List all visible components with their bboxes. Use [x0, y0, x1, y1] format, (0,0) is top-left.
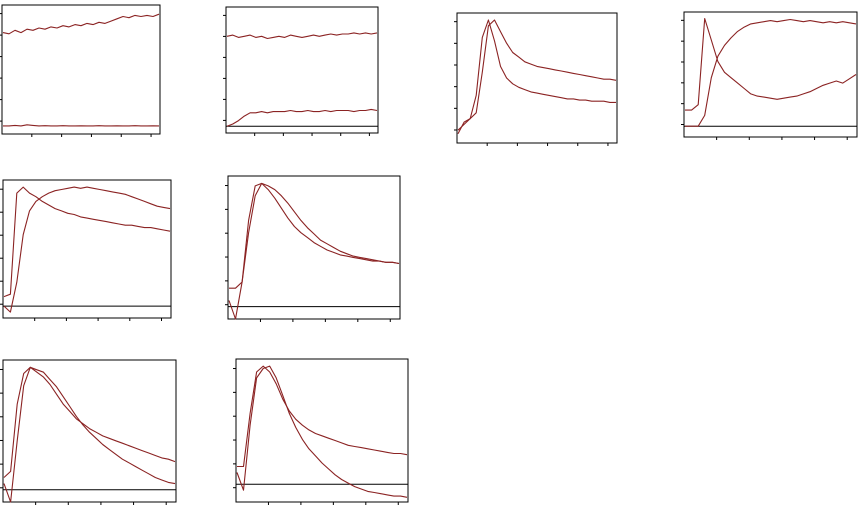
series-line-2 [3, 124, 160, 127]
chart-panel-6 [225, 175, 401, 322]
series-line-1 [226, 32, 378, 40]
series-line-1 [229, 182, 400, 289]
series-line-2 [3, 186, 171, 313]
chart-panel-2 [223, 6, 379, 136]
series-line-2 [236, 365, 408, 498]
series-line-2 [3, 366, 176, 503]
chart-panel-5 [0, 179, 172, 321]
chart-panel-3 [454, 12, 618, 146]
plot-frame [225, 6, 379, 134]
plot-frame [683, 11, 858, 138]
series-line-1 [685, 17, 857, 111]
plot-frame [456, 12, 618, 144]
plot-frame [1, 4, 161, 135]
series-line-1 [3, 186, 171, 298]
plot-frame [2, 359, 177, 503]
plot-frame [2, 179, 172, 319]
plot-frame [227, 175, 401, 320]
chart-panel-8 [233, 358, 409, 505]
series-line-1 [2, 13, 160, 35]
series-line-2 [685, 18, 857, 127]
chart-panel-1 [0, 4, 161, 137]
series-line-2 [457, 19, 616, 131]
chart-panel-4 [681, 11, 858, 140]
series-line-1 [237, 365, 408, 468]
series-line-1 [457, 19, 617, 134]
series-line-2 [228, 182, 400, 320]
series-line-1 [3, 366, 176, 478]
chart-panel-7 [0, 359, 177, 505]
series-line-2 [226, 108, 378, 127]
plot-frame [235, 358, 409, 503]
